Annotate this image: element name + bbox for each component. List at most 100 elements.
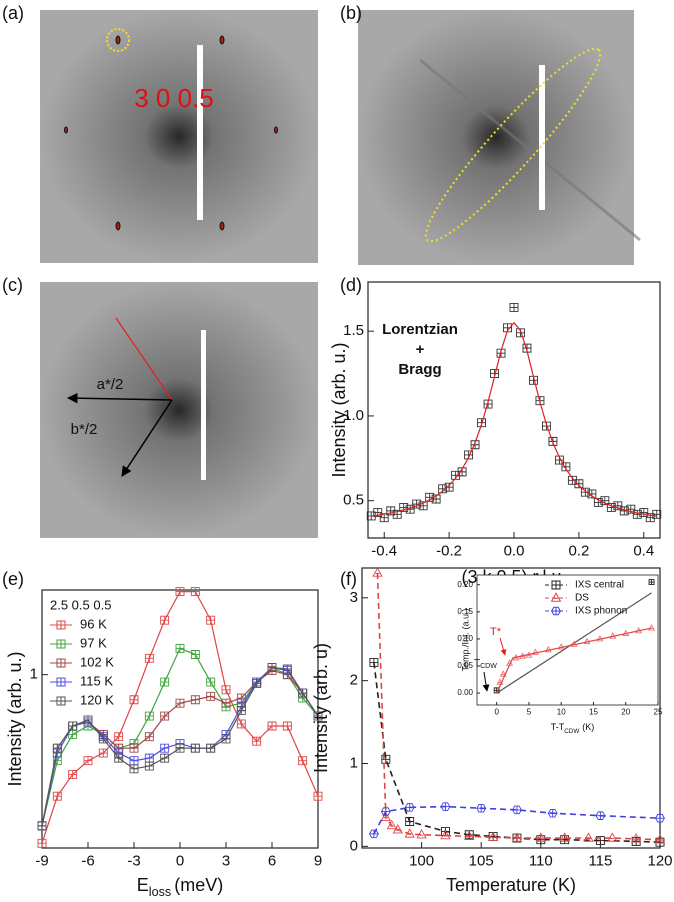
x-tick-label: 105: [469, 852, 494, 869]
data-point: [83, 715, 93, 725]
series-line: [496, 627, 652, 694]
data-point: [160, 753, 170, 763]
data-point: [404, 803, 415, 812]
data-point: [68, 730, 78, 739]
annotation: Bragg: [398, 361, 441, 378]
data-point: [175, 743, 185, 753]
data-point: [595, 811, 606, 820]
label-part: (K): [582, 722, 594, 732]
data-point: [206, 677, 216, 687]
annotation-arrow: [482, 671, 490, 692]
x-tick-label: 3: [222, 852, 230, 869]
data-point: [160, 711, 170, 721]
x-tick-label: 100: [409, 852, 434, 869]
legend-label: 102 K: [80, 654, 114, 669]
data-point: [129, 764, 139, 774]
legend-marker: [550, 592, 562, 602]
panel-label: (a): [2, 3, 24, 23]
data-point: [476, 803, 487, 813]
axis-label: Temperature (K): [446, 875, 576, 895]
data-point: [221, 698, 231, 708]
data-point: [487, 831, 499, 841]
data-point: [654, 833, 666, 844]
data-point: [190, 743, 200, 753]
data-point: [267, 721, 277, 731]
series-line: [496, 592, 652, 694]
data-point: [37, 821, 47, 831]
data-point: [236, 705, 246, 715]
legend-marker: [56, 677, 66, 687]
data-point: [559, 832, 570, 842]
data-point: [206, 615, 216, 625]
x-tick-label: 5: [527, 707, 532, 716]
data-point: [221, 685, 231, 695]
x-tick-label: 115: [588, 852, 612, 869]
data-point: [52, 791, 62, 801]
data-point: [206, 691, 216, 701]
data-point: [114, 732, 124, 742]
data-point: [129, 695, 139, 705]
data-point: [68, 769, 78, 779]
data-point: [511, 832, 523, 842]
image-c: a*/2 b*/2: [40, 282, 318, 538]
data-point: [298, 756, 308, 766]
axis-label: Intensity (arb. u.): [329, 342, 349, 477]
x-tick-label: -3: [127, 852, 140, 869]
data-point: [160, 743, 170, 753]
data-point: [282, 664, 292, 674]
y-tick-label: 0.05: [457, 661, 473, 670]
x-tick-label: 110: [529, 852, 553, 869]
inset-background: [477, 575, 658, 705]
data-point: [190, 650, 200, 659]
axis-label: Intensity (arb. u.): [5, 651, 25, 786]
data-point: [313, 711, 323, 721]
legend-marker: [551, 580, 561, 590]
plot-frame: [361, 567, 661, 849]
x-tick-label: -6: [81, 852, 94, 869]
legend-label: 120 K: [80, 692, 114, 707]
data-point: [37, 838, 47, 848]
y-tick-label: 1.0: [343, 407, 364, 424]
data-point: [574, 479, 584, 489]
axis-label: Eloss (meV): [137, 875, 223, 900]
data-point: [252, 736, 262, 746]
data-point: [282, 721, 292, 731]
data-point: [68, 721, 78, 731]
x-tick-label: -0.4: [371, 542, 397, 559]
label-part: T-T: [551, 722, 565, 732]
label-part: loss: [149, 885, 171, 899]
data-point: [144, 653, 154, 663]
annotation-arrow: [499, 637, 507, 656]
x-tick-label: 10: [557, 707, 566, 716]
data-point: [98, 748, 108, 758]
data-point: [129, 743, 139, 753]
image-a: 3 0 0.5: [40, 10, 318, 263]
data-point: [221, 734, 231, 744]
annotation: +: [416, 341, 425, 358]
data-point: [252, 679, 262, 688]
series-line: [371, 321, 657, 517]
data-point: [405, 817, 415, 826]
legend-marker: [56, 639, 66, 649]
label-part: CDW: [480, 663, 497, 670]
x-tick-label: 0.0: [504, 542, 525, 559]
annotation: T*: [490, 626, 502, 638]
legend-marker: [56, 658, 66, 668]
data-point: [160, 677, 170, 687]
x-tick-label: 0.2: [568, 542, 589, 559]
data-point: [404, 828, 415, 838]
image-annotation: b*/2: [71, 421, 98, 438]
x-tick-label: 15: [589, 707, 598, 716]
x-tick-label: -9: [35, 852, 48, 869]
data-point: [190, 587, 200, 597]
y-tick-label: 1.5: [343, 322, 364, 339]
image-b: [358, 10, 641, 265]
data-point: [175, 587, 185, 597]
axis-label: TCDW: [474, 658, 497, 671]
data-point: [369, 657, 379, 667]
x-tick-label: 6: [268, 852, 276, 869]
y-tick-label: 0.00: [457, 688, 473, 697]
panel-label: (b): [340, 3, 362, 23]
data-point: [440, 829, 451, 840]
image-annotation: a*/2: [97, 376, 124, 393]
